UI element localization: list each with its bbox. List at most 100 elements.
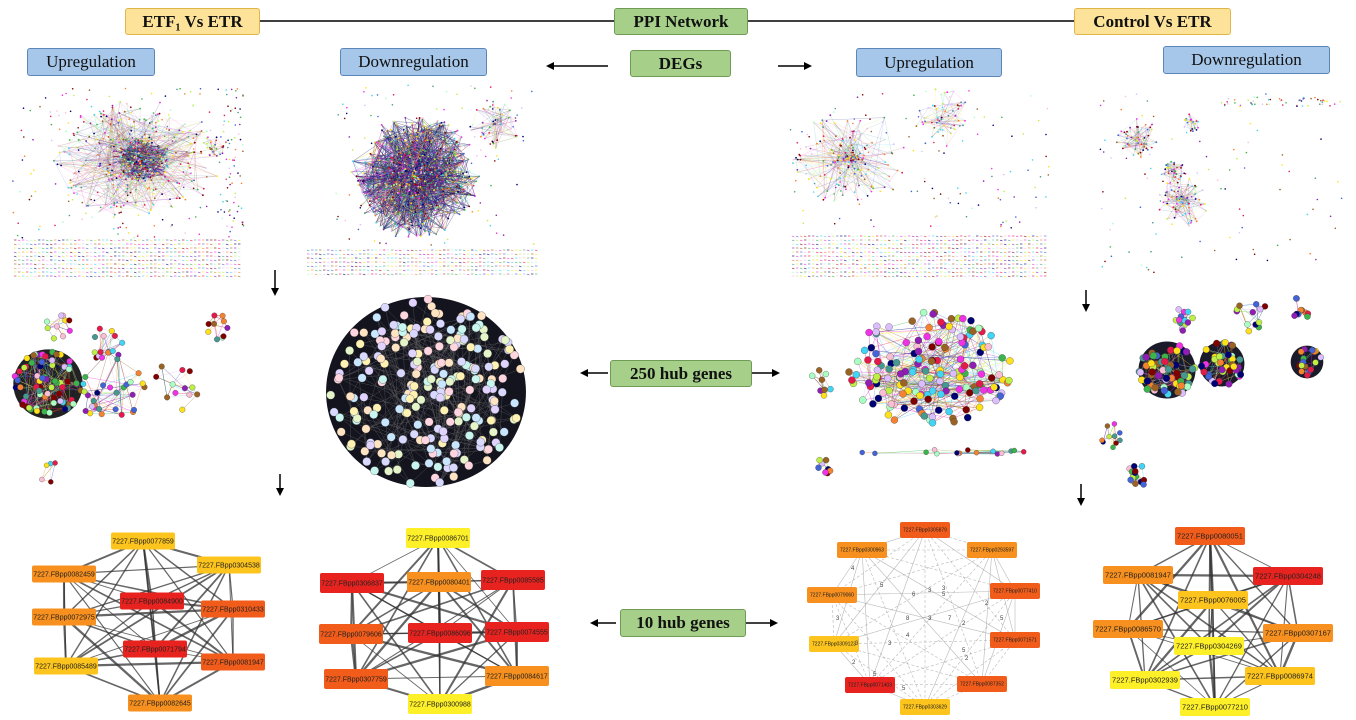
hub-gene-label: 7227.FBpp0086096 (409, 630, 471, 637)
downregulation-label-left: Downregulation (340, 48, 487, 76)
hub-gene-node (34, 657, 98, 675)
hub-gene-node (197, 556, 261, 574)
hub-gene-label: 7227.FBpp0080401 (408, 579, 470, 586)
hub-gene-label: 7227.FBpp0076005 (1180, 596, 1246, 605)
hub-gene-node (407, 572, 471, 592)
hub-gene-label: 7227.FBpp0079060 (810, 593, 854, 599)
edge-weight-label: 3 (836, 616, 840, 622)
hub-gene-node (320, 573, 384, 593)
edge-weight-label: 3 (888, 641, 892, 647)
hub-gene-node (1174, 637, 1244, 655)
hub-gene-node (324, 669, 388, 689)
hub-gene-label: 7227.FBpp0071403 (848, 683, 892, 689)
hub-gene-label: 7227.FBpp0086570 (1095, 625, 1161, 634)
hub-gene-node (1110, 671, 1180, 689)
hub250-network-etf-up (11, 312, 231, 485)
hub-gene-label: 7227.FBpp0086974 (1247, 672, 1313, 681)
hub-gene-node (1180, 698, 1250, 716)
hub-network-g2: 7227.FBpp0086701 7227.FBpp0306837 7227.FBp… (319, 528, 549, 714)
hub-gene-node (900, 699, 950, 715)
hub-gene-node (990, 632, 1040, 648)
hub-gene-label: 7227.FBpp0304248 (1255, 572, 1321, 581)
hub-gene-node (201, 653, 265, 671)
hub-gene-label: 7227.FBpp0307167 (1265, 629, 1331, 638)
hub-gene-node (485, 622, 549, 642)
hub-gene-node (123, 640, 187, 658)
hub-gene-label: 7227.FBpp0300988 (409, 701, 471, 708)
hub-gene-label: 7227.FBpp0082459 (33, 571, 95, 578)
hub-gene-node (319, 624, 383, 644)
hub-gene-node (845, 677, 895, 693)
edge-weight-label: 5 (942, 592, 946, 598)
hub-gene-label: 7227.FBpp0306837 (321, 580, 383, 587)
hub-gene-node (201, 600, 265, 618)
ppi-network-control-down (1099, 93, 1343, 274)
hub-gene-label: 7227.FBpp0084900 (121, 598, 183, 605)
hub-gene-label: 7227.FBpp0087352 (960, 682, 1004, 688)
edge-weight-label: 3 (942, 586, 946, 592)
downregulation-label-right: Downregulation (1163, 46, 1330, 74)
hub-gene-node (408, 623, 472, 643)
edge-weight-label: 2 (962, 621, 966, 627)
hub-gene-label: 7227.FBpp0086701 (407, 535, 469, 542)
upregulation-label-left: Upregulation (27, 48, 155, 76)
hub-gene-label: 7227.FBpp0077410 (993, 589, 1037, 595)
hub-gene-node (1175, 527, 1245, 545)
edge-weight-label: 2 (852, 660, 856, 666)
hub-network-g4: 7227.FBpp0080051 7227.FBpp0081947 7227.FBp… (1093, 527, 1333, 716)
hub-gene-node (809, 636, 859, 652)
hub-gene-label: 7227.FBpp0085585 (482, 577, 544, 584)
hub-gene-label: 7227.FBpp0077210 (1182, 703, 1248, 712)
header-right-title: Control Vs ETR (1074, 8, 1231, 35)
edge-weight-label: 2 (985, 601, 989, 607)
hub-gene-label: 7227.FBpp0082645 (129, 700, 191, 707)
hub-gene-node (32, 608, 96, 626)
hub-gene-node (837, 542, 887, 558)
hub-gene-node (900, 522, 950, 538)
edge-weight-label: 5 (880, 583, 884, 589)
hub-gene-label: 7227.FBpp0304269 (1176, 642, 1242, 651)
hub-gene-label: 7227.FBpp0293597 (970, 548, 1014, 554)
hub10-label: 10 hub genes (620, 609, 746, 637)
hub-gene-node (1253, 567, 1323, 585)
hub-gene-label: 7227.FBpp0071794 (124, 646, 186, 653)
edge-weight-label: 5 (962, 648, 966, 654)
hub-gene-label: 7227.FBpp0304538 (198, 562, 260, 569)
hub-gene-label: 7227.FBpp0310433 (202, 606, 264, 613)
hub250-network-control-up (809, 308, 1027, 477)
hub-gene-label: 7227.FBpp0072975 (33, 614, 95, 621)
hub250-network-etf-down (326, 294, 526, 488)
hub-gene-node (408, 694, 472, 714)
hub-gene-label: 7227.FBpp0074555 (486, 629, 548, 636)
hub-gene-label: 7227.FBpp0084617 (486, 673, 548, 680)
hub-network-g3: 7227.FBpp0305879 7227.FBpp0300963 7227.FBp… (807, 522, 1040, 715)
hub-gene-label: 7227.FBpp0077859 (112, 538, 174, 545)
hub-gene-label: 7227.FBpp0081947 (202, 659, 264, 666)
edge-weight-label: 5 (1000, 616, 1004, 622)
hub250-network-control-down (1099, 295, 1324, 488)
ppi-network-etf-up (12, 87, 245, 278)
edge-weight-label: 4 (906, 633, 910, 639)
header-left-title: ETF₁ Vs ETR (125, 8, 260, 35)
hub-gene-label: 7227.FBpp0081947 (1105, 571, 1171, 580)
header-center-title: PPI Network (614, 8, 748, 35)
edge-weight-label: 3 (928, 588, 932, 594)
hub-gene-label: 7227.FBpp0303629 (903, 705, 947, 711)
hub-gene-node (406, 528, 470, 548)
hub-gene-label: 7227.FBpp0079606 (320, 631, 382, 638)
edge-weight-label: 5 (873, 672, 877, 678)
hub-gene-label: 7227.FBpp0080051 (1177, 532, 1243, 541)
hub-gene-node (1263, 624, 1333, 642)
hub-gene-node (111, 532, 175, 550)
edge-weight-label: 6 (912, 592, 916, 598)
hub250-label: 250 hub genes (610, 360, 752, 387)
hub-network-g1: 7227.FBpp0077859 7227.FBpp0304538 7227.FBp… (32, 532, 265, 712)
hub-gene-label: 7227.FBpp0307759 (325, 676, 387, 683)
hub-gene-label: 7227.FBpp0300963 (840, 548, 884, 554)
hub-gene-node (957, 676, 1007, 692)
hub-gene-node (32, 565, 96, 583)
hub-gene-node (807, 587, 857, 603)
hub-gene-node (1245, 667, 1315, 685)
